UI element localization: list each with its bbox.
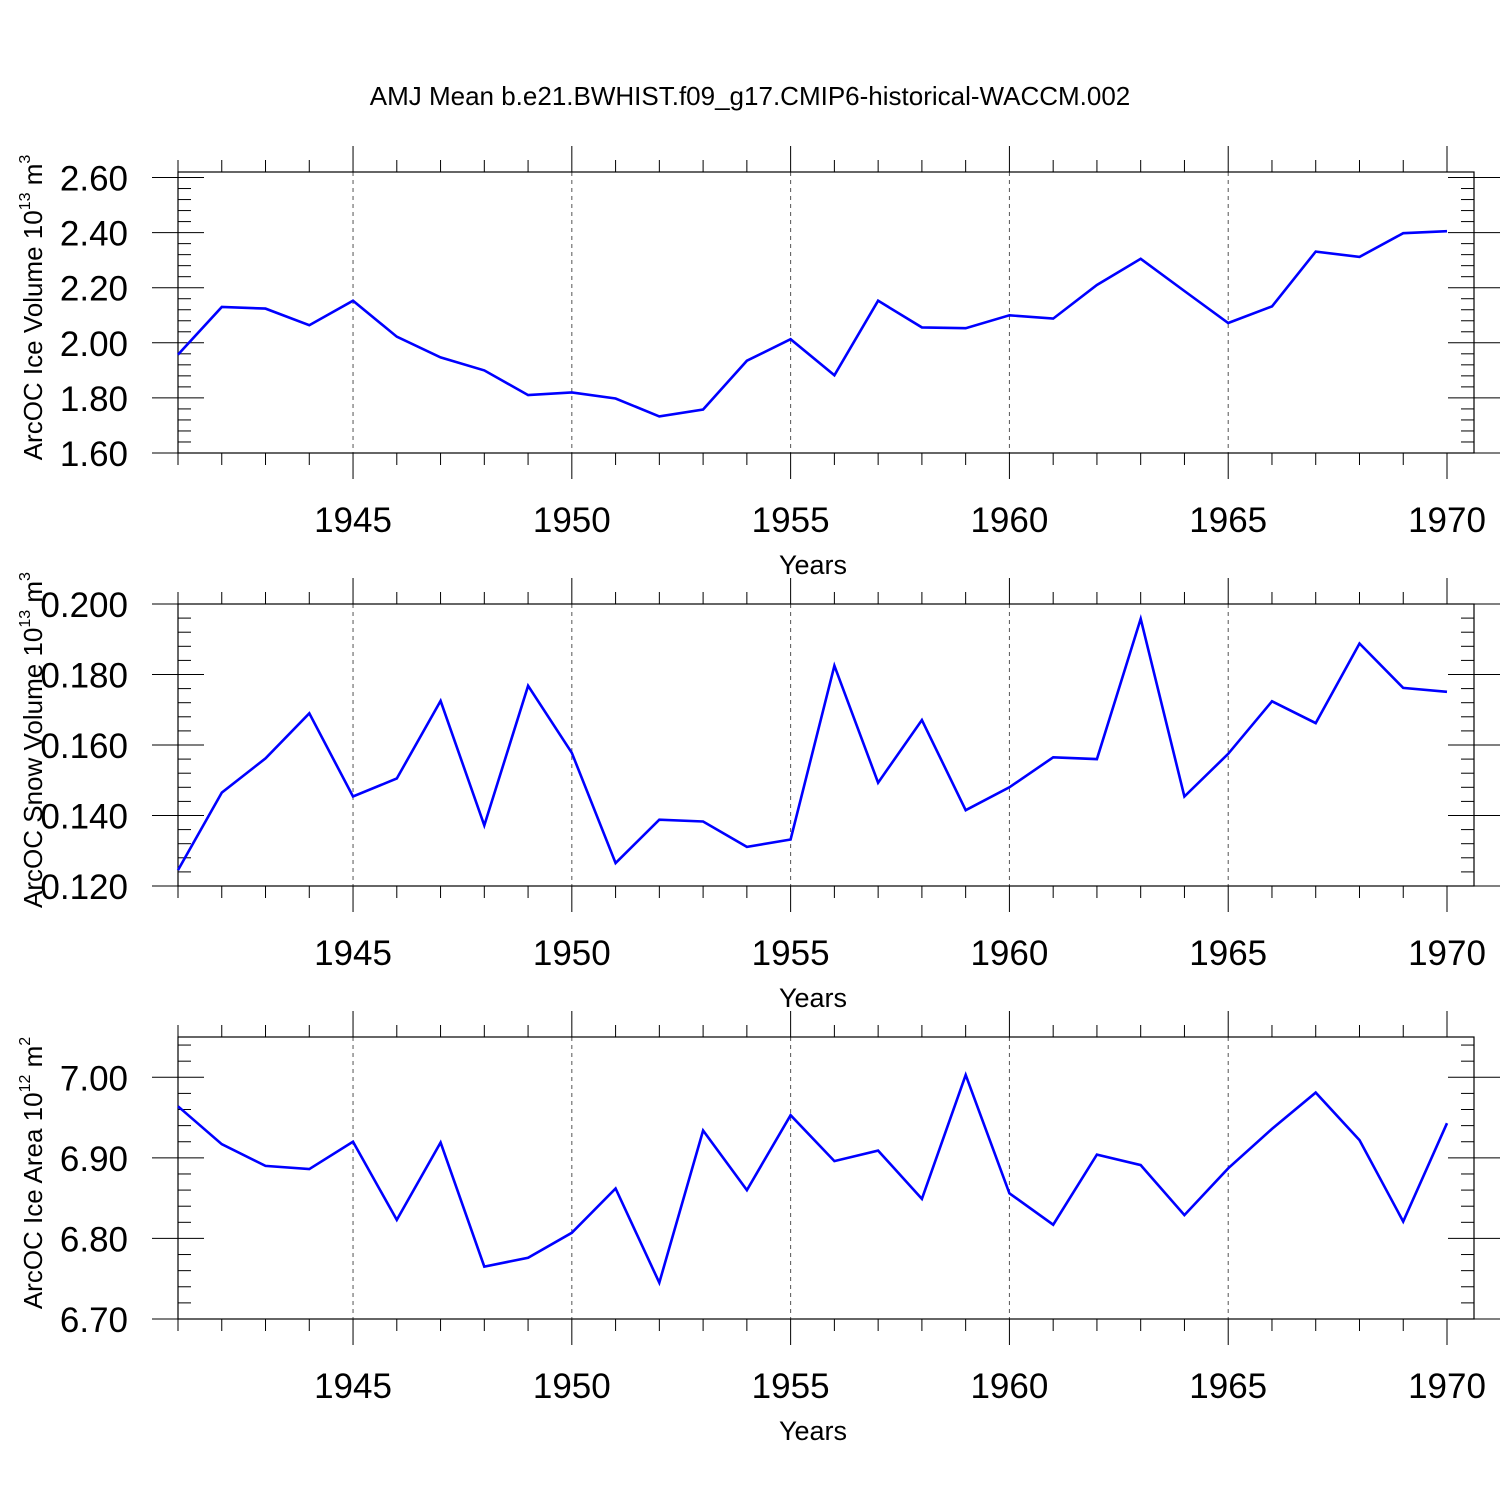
x-tick-label: 1945 bbox=[314, 501, 392, 540]
plot-frame bbox=[177, 1036, 1475, 1320]
y-tick-label: 6.90 bbox=[60, 1140, 128, 1179]
x-tick-label: 1955 bbox=[752, 1367, 830, 1406]
plot-frame bbox=[177, 603, 1475, 887]
x-tick-label: 1970 bbox=[1408, 1367, 1486, 1406]
y-tick-label: 0.140 bbox=[40, 798, 128, 837]
x-tick-label: 1945 bbox=[314, 934, 392, 973]
plot-frame bbox=[177, 171, 1475, 454]
chart-title: AMJ Mean b.e21.BWHIST.f09_g17.CMIP6-hist… bbox=[370, 81, 1131, 111]
y-tick-label: 7.00 bbox=[60, 1059, 128, 1098]
y-tick-label: 2.00 bbox=[60, 325, 128, 364]
y-tick-label: 0.180 bbox=[40, 657, 128, 696]
x-tick-label: 1965 bbox=[1189, 1367, 1267, 1406]
x-tick-label: 1950 bbox=[533, 934, 611, 973]
series-line bbox=[176, 613, 1448, 871]
series-line bbox=[177, 1071, 1449, 1287]
x-axis-label: Years bbox=[779, 1416, 847, 1446]
y-tick-label: 6.70 bbox=[60, 1301, 128, 1340]
y-tick-label: 1.80 bbox=[60, 380, 128, 419]
x-axis-label: Years bbox=[779, 983, 847, 1013]
y-tick-label: 2.20 bbox=[60, 270, 128, 309]
panel-1: 1.60 1.80 2.00 2.20 2.40 2.60 1945 1950 1955 1960… bbox=[17, 146, 1500, 580]
y-tick-label: 2.40 bbox=[60, 215, 128, 254]
x-tick-label: 1955 bbox=[752, 501, 830, 540]
x-tick-label: 1965 bbox=[1189, 501, 1267, 540]
panels-group: 1.60 1.80 2.00 2.20 2.40 2.60 1945 1950 1955 1960… bbox=[17, 146, 1500, 1446]
y-tick-label: 2.60 bbox=[60, 160, 128, 199]
x-tick-label: 1945 bbox=[314, 1367, 392, 1406]
x-tick-label: 1960 bbox=[970, 934, 1048, 973]
y-tick-label: 1.60 bbox=[60, 435, 128, 474]
panel-3: 6.70 6.80 6.90 7.00 1945 1950 1955 1960 1965 1970… bbox=[17, 1011, 1500, 1446]
panel-2: 0.120 0.140 0.160 0.180 0.200 1945 1950 1955 196… bbox=[17, 572, 1500, 1013]
x-tick-label: 1960 bbox=[970, 501, 1048, 540]
x-tick-label: 1950 bbox=[533, 501, 611, 540]
series-line bbox=[177, 229, 1448, 418]
y-axis-label: ArcOC Snow Volume 1013 m3 bbox=[17, 572, 48, 908]
y-axis-label: ArcOC Ice Area 1012 m2 bbox=[17, 1037, 48, 1309]
x-tick-label: 1970 bbox=[1408, 501, 1486, 540]
x-tick-label: 1950 bbox=[533, 1367, 611, 1406]
x-tick-label: 1955 bbox=[752, 934, 830, 973]
y-tick-label: 0.200 bbox=[40, 586, 128, 625]
y-tick-label: 0.160 bbox=[40, 727, 128, 766]
x-axis-label: Years bbox=[779, 550, 847, 580]
y-tick-label: 0.120 bbox=[40, 868, 128, 907]
y-axis-label: ArcOC Ice Volume 1013 m3 bbox=[17, 155, 48, 461]
x-tick-label: 1970 bbox=[1408, 934, 1486, 973]
x-tick-label: 1960 bbox=[970, 1367, 1048, 1406]
x-tick-label: 1965 bbox=[1189, 934, 1267, 973]
y-tick-label: 6.80 bbox=[60, 1220, 128, 1259]
